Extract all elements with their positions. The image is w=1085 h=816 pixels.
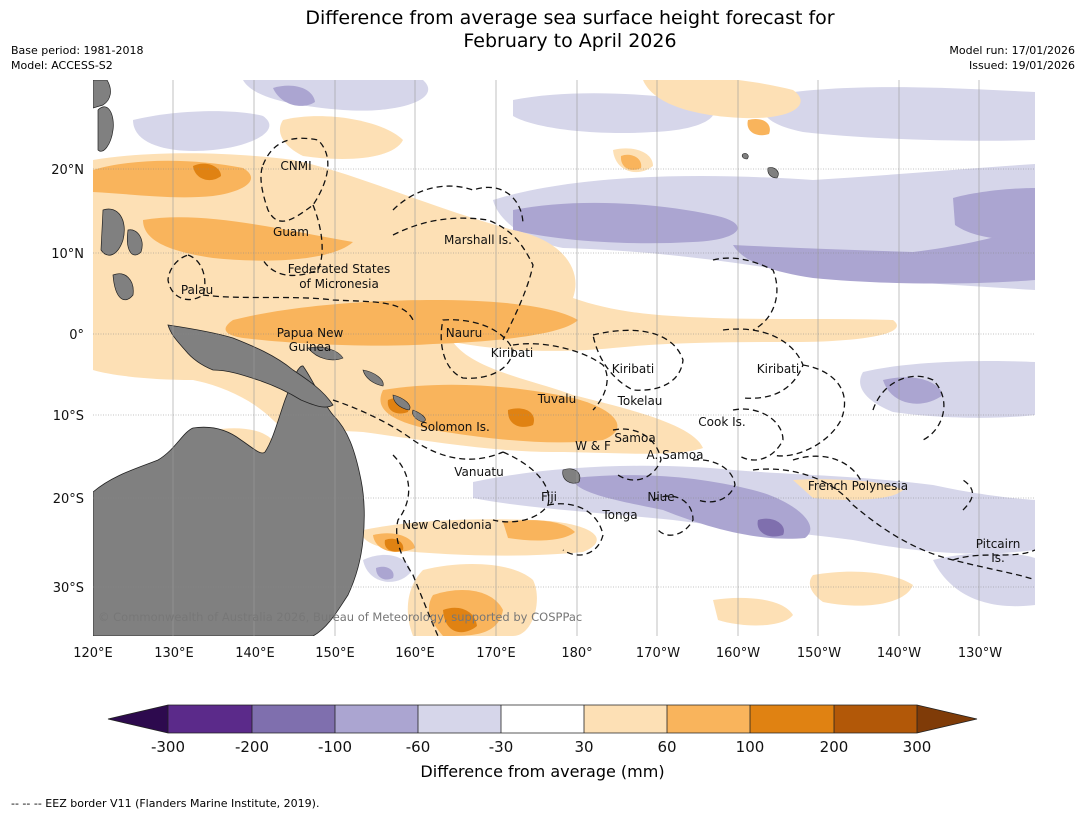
colorbar-tick-4: -60: [406, 738, 431, 756]
colorbar-tick-2: -200: [235, 738, 269, 756]
colorbar-max-extension: [917, 705, 977, 733]
colorbar-segment-5: [501, 705, 584, 733]
lon-label-160w: 160°W: [716, 646, 760, 661]
lon-label-130e: 130°E: [154, 646, 194, 661]
title-line-1: Difference from average sea surface heig…: [305, 7, 835, 29]
label-wallis-futuna: W & F: [575, 439, 611, 453]
label-solomon-is: Solomon Is.: [420, 420, 490, 434]
colorbar-tick-1: -300: [151, 738, 185, 756]
label-fiji: Fiji: [541, 490, 557, 504]
lat-label-20n: 20°N: [51, 163, 84, 178]
borneo-edge: [93, 80, 111, 109]
title-line-2: February to April 2026: [463, 30, 677, 52]
map-title: Difference from average sea surface heig…: [0, 7, 1085, 53]
lon-label-170e: 170°E: [476, 646, 516, 661]
colorbar-segment-9: [834, 705, 917, 733]
metadata-right: Model run: 17/01/2026 Issued: 19/01/2026: [949, 43, 1075, 73]
new-zealand-hint: [562, 468, 581, 484]
land-layer: [93, 80, 779, 636]
colorbar-tick-3: -100: [318, 738, 352, 756]
colorbar-min-extension: [108, 705, 168, 733]
colorbar-tick-9: 200: [820, 738, 849, 756]
colorbar-tick-5: -30: [489, 738, 514, 756]
lat-axis: 20°N 10°N 0° 10°S 20°S 30°S: [51, 163, 84, 596]
lon-label-150e: 150°E: [315, 646, 355, 661]
label-fsm-line1: Federated States: [288, 262, 390, 276]
lon-axis: 120°E 130°E 140°E 150°E 160°E 170°E 180°…: [73, 646, 1002, 661]
lat-label-30s: 30°S: [53, 581, 84, 596]
label-fsm-line2: of Micronesia: [299, 277, 379, 291]
copyright-notice: © Commonwealth of Australia 2026, Bureau…: [98, 610, 582, 624]
lat-label-20s: 20°S: [53, 492, 84, 507]
lon-label-130w: 130°W: [958, 646, 1002, 661]
colorbar-segment-3: [335, 705, 418, 733]
colorbar-tick-8: 100: [736, 738, 765, 756]
colorbar-tick-6: 30: [574, 738, 593, 756]
colorbar-segment-6: [584, 705, 667, 733]
lon-label-150w: 150°W: [797, 646, 841, 661]
place-labels: CNMI Guam Marshall Is. Federated States …: [181, 159, 1020, 565]
philippines-islands: [97, 106, 143, 301]
model-name: Model: ACCESS-S2: [11, 59, 113, 72]
lon-label-160e: 160°E: [395, 646, 435, 661]
colorbar-segment-2: [252, 705, 335, 733]
label-american-samoa: A. Samoa: [647, 448, 704, 462]
meridians: [172, 80, 980, 636]
label-vanuatu: Vanuatu: [454, 465, 504, 479]
colorbar-tick-10: 300: [903, 738, 932, 756]
label-samoa: Samoa: [614, 431, 655, 445]
label-kiribati-east: Kiribati: [757, 362, 799, 376]
eez-borders: [167, 137, 1035, 636]
colorbar-segment-7: [667, 705, 750, 733]
model-run: Model run: 17/01/2026: [949, 44, 1075, 57]
label-niue: Niue: [647, 490, 674, 504]
label-cook-is: Cook Is.: [698, 415, 745, 429]
label-tonga: Tonga: [601, 508, 637, 522]
label-png-line1: Papua New: [277, 326, 344, 340]
sea-level-map: CNMI Guam Marshall Is. Federated States …: [93, 80, 1035, 636]
lon-label-180: 180°: [561, 646, 592, 661]
metadata-left: Base period: 1981-2018 Model: ACCESS-S2: [11, 43, 143, 73]
colorbar-segment-4: [418, 705, 501, 733]
graticule: [93, 168, 1035, 588]
lon-label-120e: 120°E: [73, 646, 113, 661]
label-palau: Palau: [181, 283, 213, 297]
base-period: Base period: 1981-2018: [11, 44, 144, 57]
lat-label-0: 0°: [69, 328, 84, 343]
colorbar-segment-1: [168, 705, 252, 733]
negative-anomaly-layer: [133, 80, 1035, 607]
new-guinea-landmass: [167, 324, 334, 408]
new-britain-solomons: [307, 346, 426, 423]
colorbar-tick-7: 60: [657, 738, 676, 756]
label-png-line2: Guinea: [289, 340, 332, 354]
lon-label-140e: 140°E: [235, 646, 275, 661]
label-new-caledonia: New Caledonia: [402, 518, 492, 532]
colorbar-label: Difference from average (mm): [420, 762, 665, 781]
hawaii-islands: [741, 153, 779, 179]
label-guam: Guam: [273, 225, 309, 239]
colorbar: -300 -200 -100 -60 -30 30 60 100 200 300: [107, 704, 978, 756]
label-cnmi: CNMI: [280, 159, 311, 173]
label-tokelau: Tokelau: [617, 394, 663, 408]
lon-label-140w: 140°W: [877, 646, 921, 661]
label-pitcairn-line1: Pitcairn: [976, 537, 1021, 551]
lat-label-10s: 10°S: [53, 409, 84, 424]
label-kiribati-west: Kiribati: [491, 346, 533, 360]
australia-landmass: [93, 365, 365, 636]
issued-date: Issued: 19/01/2026: [968, 59, 1075, 72]
colorbar-segment-8: [750, 705, 834, 733]
label-kiribati-central: Kiribati: [612, 362, 654, 376]
lon-label-170w: 170°W: [636, 646, 680, 661]
label-nauru: Nauru: [446, 326, 482, 340]
label-tuvalu: Tuvalu: [537, 392, 577, 406]
lat-label-10n: 10°N: [51, 247, 84, 262]
eez-legend-note: -- -- -- EEZ border V11 (Flanders Marine…: [11, 797, 320, 810]
label-french-polynesia: French Polynesia: [808, 479, 908, 493]
label-pitcairn-line2: Is.: [991, 551, 1005, 565]
label-marshall-is: Marshall Is.: [444, 233, 512, 247]
